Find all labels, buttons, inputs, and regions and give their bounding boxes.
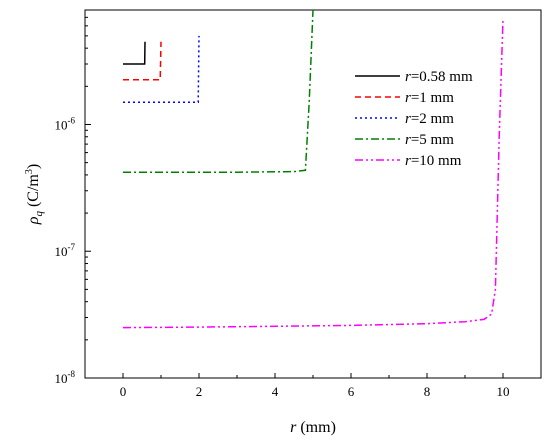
y-axis-title: ρq (C/m3) (24, 164, 45, 225)
plot-frame (84, 9, 542, 379)
legend-label-3: r=2 mm (405, 111, 454, 127)
x-axis-title: r (mm) (290, 419, 336, 436)
series-line-1 (123, 41, 146, 65)
legend-label-2: r=1 mm (405, 90, 454, 106)
x-tick-label: 4 (272, 384, 279, 399)
series-line-2 (123, 41, 162, 81)
legend-label-4: r=5 mm (405, 132, 454, 148)
x-tick-label: 10 (497, 384, 510, 399)
y-axis-ticks: 10-8 10-7 10-6 (55, 9, 91, 386)
x-axis-ticks: 0 2 4 6 8 10 (84, 373, 542, 399)
y-tick-label: 10-7 (55, 242, 76, 259)
y-tick-label: 10-6 (55, 115, 76, 132)
y-tick-label: 10-8 (55, 369, 76, 386)
x-tick-label: 6 (348, 384, 355, 399)
series-line-3 (123, 35, 200, 103)
legend-label-1: r=0.58 mm (405, 69, 473, 85)
legend: r=0.58 mm r=1 mm r=2 mm r=5 mm r=10 mm (355, 69, 473, 169)
x-tick-label: 0 (120, 384, 127, 399)
x-tick-label: 8 (424, 384, 431, 399)
series-layer (122, 9, 504, 329)
series-line-5 (122, 18, 504, 329)
x-tick-label: 2 (196, 384, 203, 399)
legend-label-5: r=10 mm (405, 153, 462, 169)
series-line-4 (123, 9, 314, 173)
